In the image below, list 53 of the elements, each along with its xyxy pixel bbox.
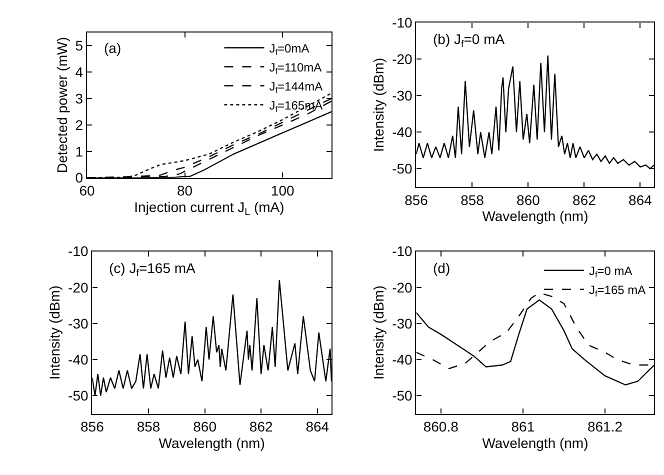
x-tick-label: 861 [511,418,535,435]
y-tick-label: -30 [392,88,413,104]
x-tick-label: 856 [404,192,428,208]
y-tick-label: -40 [392,124,413,140]
y-tick-label: -10 [392,243,413,260]
y-axis-title: Detected power (mW) [54,37,70,174]
y-axis-title: Intensity (dBm) [370,285,387,380]
legend-label: J$_{f}$=0mA [269,41,310,57]
x-tick-label: 861.2 [587,418,623,435]
y-tick-label: 1 [75,143,84,160]
x-tick-label: 864 [306,418,330,435]
y-tick-label: -20 [392,279,413,296]
x-tick-label: 100 [270,182,294,199]
annotation: (c) J$_{f}$=165 mA [109,260,196,279]
x-axis-title: Injection current J$_{L}$ (mA) [134,199,284,218]
legend-label: J$_{f}$=144mA [269,79,323,95]
y-tick-label: -40 [68,351,89,368]
annotation: (a) [104,40,122,56]
y-axis-title: Intensity (dBm) [46,285,63,380]
x-tick-label: 858 [136,418,160,435]
y-tick-label: -10 [392,14,413,31]
y-tick-label: 5 [75,37,84,54]
x-axis-title: Wavelength (nm) [158,434,265,451]
y-tick-label: 3 [75,90,84,106]
y-tick-label: -50 [68,388,89,404]
y-tick-label: -20 [392,51,413,68]
x-tick-label: 864 [628,192,652,208]
annotation: (b) J$_{f}$=0 mA [433,31,506,50]
x-axis-title: Wavelength (nm) [482,434,588,451]
x-tick-label: 858 [460,192,484,208]
y-tick-label: -30 [392,315,413,332]
x-tick-label: 856 [80,418,104,435]
annotation: (d) [433,260,450,276]
y-tick-label: -50 [392,160,413,177]
x-tick-label: 860 [516,192,540,208]
legend-label: J$_{f}$=110mA [269,60,322,76]
y-tick-label: 2 [75,116,84,133]
x-tick-label: 860 [193,418,217,435]
x-tick-label: 862 [572,192,596,208]
y-tick-label: 4 [75,64,84,80]
y-tick-label: -20 [68,279,89,296]
y-tick-label: -10 [68,243,89,260]
legend-label: J$_{f}$=0 mA [588,264,632,280]
x-tick-label: 80 [176,182,193,199]
x-tick-label: 860.8 [423,418,459,435]
x-tick-label: 862 [249,418,273,435]
y-axis-title: Intensity (dBm) [370,58,387,152]
legend-label: J$_{f}$=165 mA [588,283,646,299]
y-tick-label: -50 [392,388,413,404]
y-tick-label: -30 [68,315,89,332]
legend-label: J$_{f}$=165mA [269,98,323,114]
x-axis-title: Wavelength (nm) [482,208,588,224]
y-tick-label: -40 [392,351,413,368]
